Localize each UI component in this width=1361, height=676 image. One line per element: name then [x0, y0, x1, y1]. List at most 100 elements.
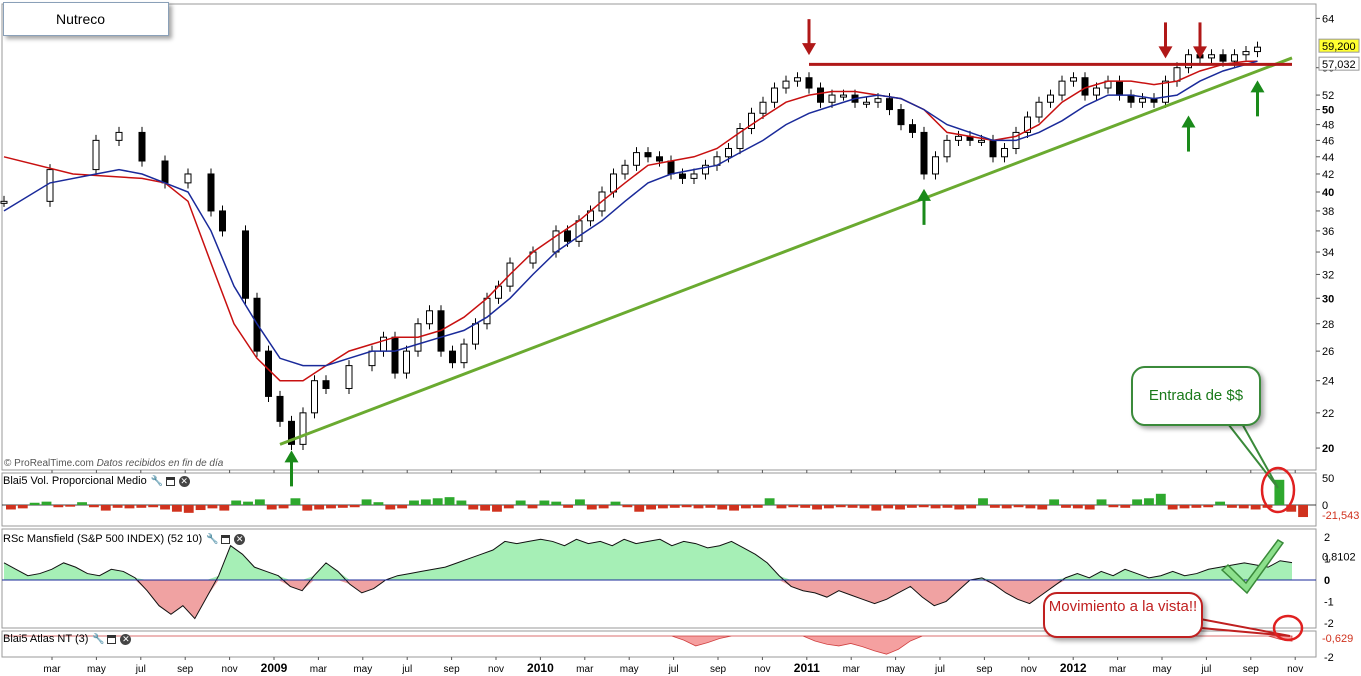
x-tick-label: jul: [135, 664, 146, 675]
mansfield-tick-label: 0: [1324, 575, 1330, 587]
window-icon[interactable]: [107, 634, 117, 644]
wrench-icon[interactable]: 🔧: [150, 475, 164, 487]
price-candle: [1081, 77, 1089, 96]
price-candle: [1058, 80, 1066, 96]
volume-bar: [314, 505, 325, 510]
mansfield-positive-area: [4, 539, 1292, 580]
volume-bar: [290, 498, 301, 505]
window-icon[interactable]: [221, 534, 231, 544]
price-candle: [161, 160, 169, 184]
movement-callout-text: Movimiento a la vista!!: [1048, 598, 1198, 615]
x-tick-label: sep: [444, 664, 461, 675]
up-arrow-head: [1250, 80, 1265, 93]
price-candle: [472, 323, 479, 345]
volume-bar: [646, 505, 656, 510]
x-tick-label: jul: [401, 664, 412, 675]
price-candle: [1024, 116, 1031, 133]
volume-highlight-ellipse: [1260, 466, 1296, 514]
volume-bar: [966, 505, 977, 509]
x-tick-label: mar: [43, 664, 61, 675]
volume-bar: [906, 505, 917, 508]
volume-bar: [456, 500, 467, 505]
x-tick-label: mar: [310, 664, 328, 675]
volume-bar: [397, 505, 408, 509]
close-icon[interactable]: ✕: [120, 633, 132, 645]
moving-average-red-line: [3, 60, 1258, 382]
volume-bar: [954, 505, 965, 510]
price-tick-label: 36: [1322, 226, 1334, 238]
volume-bar: [373, 502, 384, 505]
volume-bar: [942, 505, 953, 508]
price-candle: [909, 124, 916, 133]
close-icon[interactable]: ✕: [178, 475, 190, 487]
x-tick-label: sep: [1243, 664, 1260, 675]
volume-bar: [1286, 505, 1297, 512]
price-candle: [219, 210, 226, 232]
price-tick-label: 42: [1322, 169, 1334, 181]
x-tick-label: 2011: [794, 661, 820, 675]
mansfield-line: [3, 538, 1293, 620]
price-candle: [1093, 87, 1100, 96]
volume-bar: [77, 502, 87, 505]
mansfield-tick-label: 2: [1324, 532, 1330, 544]
volume-bar: [53, 505, 64, 508]
wrench-icon[interactable]: 🔧: [92, 633, 105, 645]
price-candle: [771, 87, 778, 103]
price-candle: [1219, 54, 1227, 62]
price-tick-label: 44: [1322, 152, 1334, 164]
volume-bar: [1072, 505, 1083, 509]
volume-bar: [551, 501, 562, 505]
volume-bar: [503, 505, 514, 509]
price-candle: [736, 128, 744, 149]
volume-bar: [1191, 505, 1202, 508]
volume-bar: [1001, 505, 1012, 509]
volume-bar: [243, 501, 253, 505]
volume-bar: [669, 505, 680, 508]
volume-bar: [480, 505, 491, 511]
volume-bar: [88, 505, 99, 508]
chart-title: Nutreco: [56, 11, 106, 27]
window-icon[interactable]: [165, 476, 175, 486]
volume-bar: [409, 500, 419, 505]
volume-bar: [432, 498, 443, 505]
volume-bar: [788, 505, 799, 508]
price-candle: [322, 380, 330, 389]
volume-bar: [492, 505, 502, 512]
price-candle: [115, 131, 123, 141]
volume-bar: [6, 505, 16, 510]
volume-bar: [17, 505, 28, 509]
volume-bar: [764, 498, 775, 505]
price-tick-label: 50: [1322, 105, 1334, 117]
wrench-icon[interactable]: 🔧: [206, 533, 219, 545]
volume-bar: [717, 505, 728, 510]
x-tick-label: nov: [488, 664, 504, 675]
entry-callout-text: Entrada de $$: [1148, 387, 1244, 404]
volume-bar: [112, 505, 123, 508]
price-candle: [460, 343, 468, 364]
volume-bar: [65, 505, 76, 507]
x-tick-label: nov: [222, 664, 238, 675]
volume-bar: [349, 505, 360, 508]
price-tick-label: 26: [1322, 346, 1334, 358]
volume-bar: [326, 505, 336, 509]
price-candle: [943, 139, 951, 158]
volume-tick-label: 0: [1322, 500, 1328, 512]
volume-bar: [278, 505, 289, 509]
volume-bar: [266, 505, 277, 510]
close-icon[interactable]: ✕: [234, 533, 246, 545]
volume-bar: [1049, 499, 1060, 505]
volume-bar: [468, 505, 479, 510]
atlas-panel-header: Blai5 Atlas NT (3) 🔧 ✕: [3, 632, 132, 646]
volume-bar: [859, 505, 870, 509]
price-candle: [1208, 54, 1215, 59]
price-candle: [633, 152, 640, 166]
volume-bar: [918, 505, 929, 508]
volume-bar: [1203, 505, 1214, 508]
volume-bar: [1120, 505, 1131, 508]
x-tick-label: 2012: [1060, 661, 1087, 675]
mansfield-last-value: 0,8102: [1322, 552, 1356, 564]
price-candle: [449, 350, 456, 364]
up-arrow-head: [917, 188, 931, 201]
current-price-label: 59,200: [1322, 41, 1356, 53]
volume-bar: [1250, 505, 1261, 510]
